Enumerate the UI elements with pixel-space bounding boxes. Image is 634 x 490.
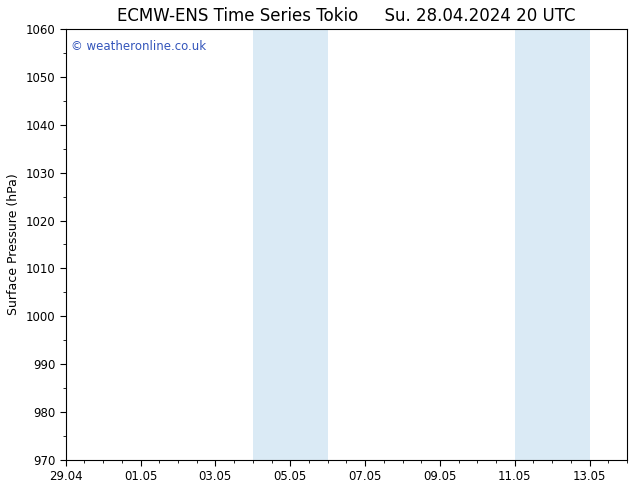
Text: © weatheronline.co.uk: © weatheronline.co.uk	[71, 40, 207, 53]
Bar	[515, 29, 590, 460]
Title: ECMW-ENS Time Series Tokio     Su. 28.04.2024 20 UTC: ECMW-ENS Time Series Tokio Su. 28.04.202…	[117, 7, 576, 25]
Bar	[253, 29, 328, 460]
Y-axis label: Surface Pressure (hPa): Surface Pressure (hPa)	[7, 173, 20, 316]
